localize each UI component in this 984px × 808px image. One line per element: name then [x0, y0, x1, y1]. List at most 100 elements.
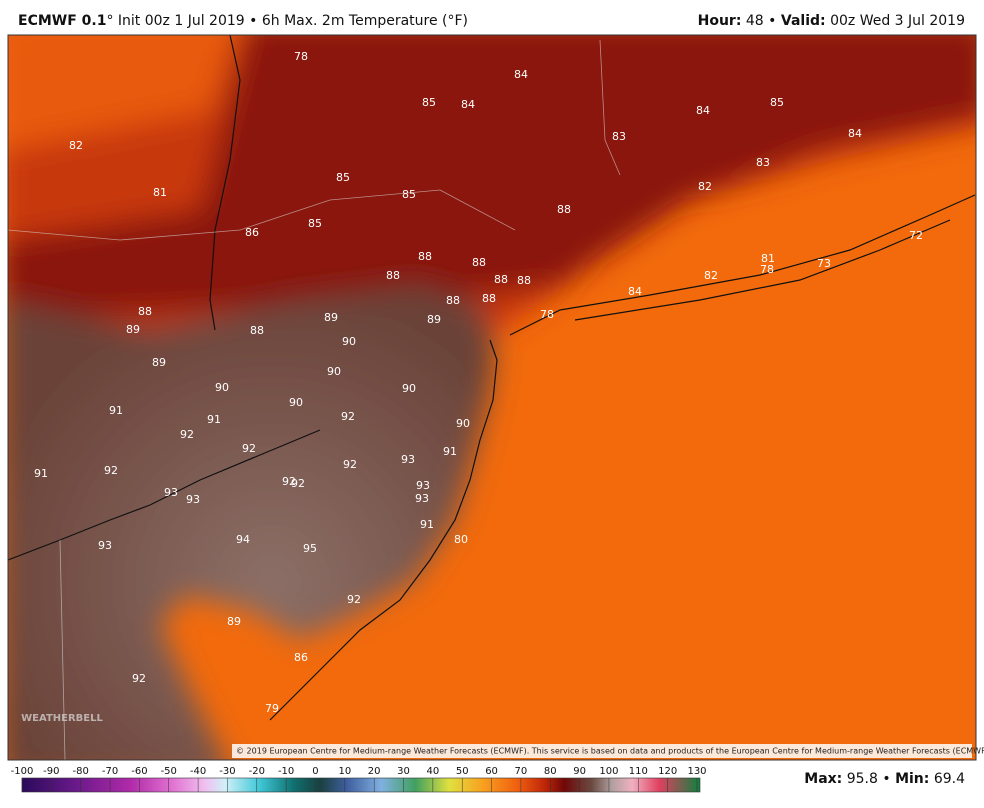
colorbar-tick-label: -90: [43, 766, 59, 777]
temp-label: 91: [420, 518, 434, 531]
temp-label: 93: [416, 479, 430, 492]
border: [8, 189, 441, 241]
colorbar-tick-label: -60: [131, 766, 147, 777]
colorbar: [21, 777, 701, 793]
hour-label: Hour:: [698, 13, 742, 29]
header-left: ECMWF 0.1° Init 00z 1 Jul 2019 • 6h Max.…: [18, 13, 468, 29]
temp-label: 88: [418, 250, 432, 263]
temp-label: 85: [308, 217, 322, 230]
colorbar-tick-label: -100: [11, 766, 34, 777]
hot-zone: [8, 35, 976, 320]
colorbar-tick-label: -80: [73, 766, 89, 777]
temp-label: 73: [817, 257, 831, 270]
colorbar-tick-label: 50: [456, 766, 469, 777]
colorbar-tick-label: -40: [190, 766, 206, 777]
colorbar-tick-label: 70: [515, 766, 528, 777]
temp-label: 89: [324, 311, 338, 324]
map: [8, 35, 976, 760]
separator: •: [768, 13, 776, 29]
temp-label: 85: [402, 188, 416, 201]
temp-label: 90: [342, 335, 356, 348]
temp-label: 90: [327, 365, 341, 378]
colorbar-tick-label: -50: [161, 766, 177, 777]
colorbar-tick-label: 130: [687, 766, 706, 777]
colorbar-tick-label: 0: [312, 766, 318, 777]
temp-label: 94: [236, 533, 250, 546]
temp-label: 93: [164, 486, 178, 499]
temp-label: 72: [909, 229, 923, 242]
max: 95.8: [847, 771, 878, 787]
temp-label: 92: [132, 672, 146, 685]
temp-label: 91: [207, 413, 221, 426]
temp-label: 90: [456, 417, 470, 430]
temp-label: 84: [628, 285, 642, 298]
colorbar-tick-label: 120: [658, 766, 677, 777]
min-label: Min:: [895, 771, 929, 787]
temp-label: 84: [514, 68, 528, 81]
river: [209, 35, 241, 331]
colorbar-tick-label: 110: [629, 766, 648, 777]
temp-label: 88: [482, 292, 496, 305]
separator: •: [882, 771, 890, 787]
temp-label: 82: [69, 139, 83, 152]
temp-label: 80: [454, 533, 468, 546]
model: ECMWF 0.1: [18, 13, 106, 29]
temp-label: 91: [443, 445, 457, 458]
copyright: © 2019 European Centre for Medium-range …: [236, 747, 984, 756]
colorbar-tick-label: -30: [219, 766, 235, 777]
temp-label: 89: [227, 615, 241, 628]
temp-label: 92: [343, 458, 357, 471]
min: 69.4: [934, 771, 965, 787]
temp-label: 84: [461, 98, 475, 111]
temp-label: 89: [152, 356, 166, 369]
copyright-bg: [232, 744, 972, 758]
temp-label: 81: [153, 186, 167, 199]
map-frame: [7, 34, 977, 761]
header-right: Hour: 48 • Valid: 00z Wed 3 Jul 2019: [698, 13, 965, 29]
temp-label: 92: [347, 593, 361, 606]
valid: 00z Wed 3 Jul 2019: [830, 13, 965, 29]
coast: [509, 194, 976, 336]
colorbar-tick-label: 40: [427, 766, 440, 777]
temp-label: 88: [446, 294, 460, 307]
temp-label: 89: [427, 313, 441, 326]
temp-label: 91: [34, 467, 48, 480]
colorbar-tick-label: 80: [544, 766, 557, 777]
coast: [269, 339, 498, 721]
colorbar-tick-label: 90: [573, 766, 586, 777]
temp-label: 95: [303, 542, 317, 555]
temp-label: 78: [294, 50, 308, 63]
temp-label: 88: [250, 324, 264, 337]
colorbar-tick-label: -20: [249, 766, 265, 777]
temp-label: 88: [494, 273, 508, 286]
temp-label: 84: [848, 127, 862, 140]
colorbar-tick-label: -10: [278, 766, 294, 777]
temp-label: 93: [186, 493, 200, 506]
temp-label: 83: [612, 130, 626, 143]
temp-label: 88: [138, 305, 152, 318]
temp-label: 91: [109, 404, 123, 417]
coast: [574, 219, 951, 321]
border: [439, 189, 516, 231]
colorbar-tick-label: 10: [338, 766, 351, 777]
temp-label: 83: [756, 156, 770, 169]
colorbar-tick-label: 30: [397, 766, 410, 777]
temp-label: 92: [291, 477, 305, 490]
cool-zone: [8, 35, 235, 149]
logo: WEATHERBELL: [21, 713, 103, 724]
temp-label: 85: [336, 171, 350, 184]
temp-label: 90: [215, 381, 229, 394]
temp-label: 82: [698, 180, 712, 193]
temp-label: 92: [242, 442, 256, 455]
temp-label: 85: [422, 96, 436, 109]
temp-label: 90: [402, 382, 416, 395]
description: ° Init 00z 1 Jul 2019 • 6h Max. 2m Tempe…: [106, 13, 468, 29]
max-label: Max:: [804, 771, 842, 787]
colorbar-tick-label: -70: [102, 766, 118, 777]
valid-label: Valid:: [781, 13, 826, 29]
temp-label: 88: [386, 269, 400, 282]
temp-label: 88: [472, 256, 486, 269]
temp-label: 89: [126, 323, 140, 336]
